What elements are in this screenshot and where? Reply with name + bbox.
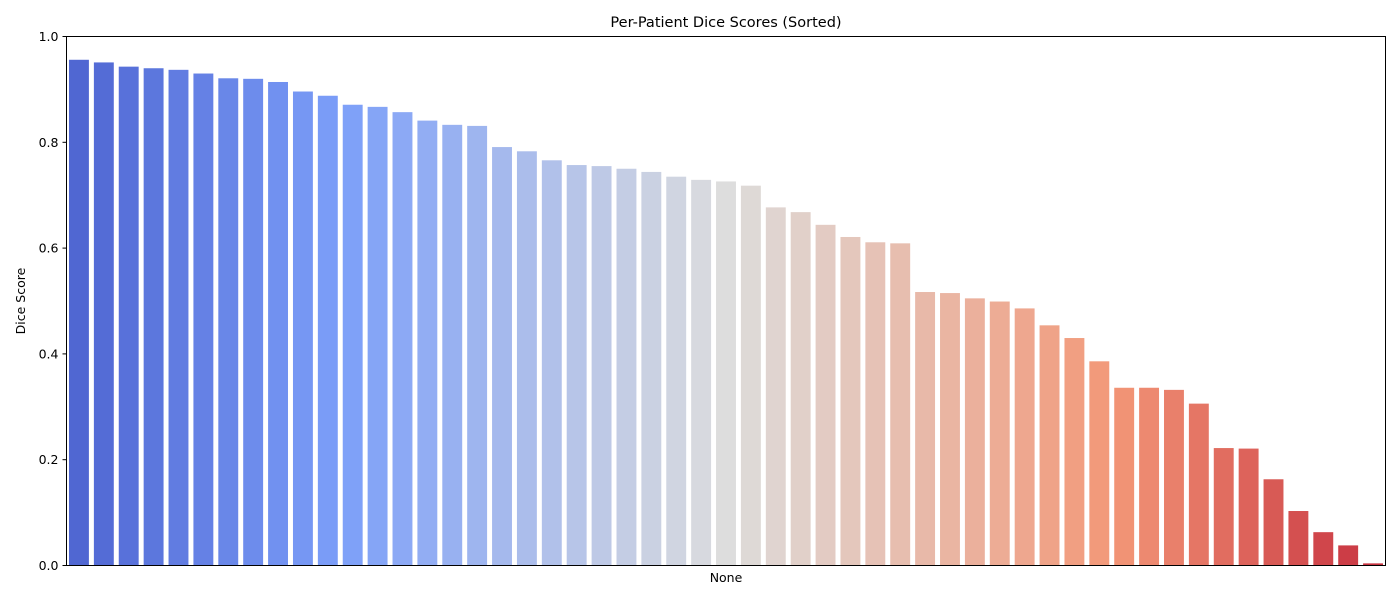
y-axis-label: Dice Score — [13, 267, 28, 334]
y-tick-label: 0.0 — [39, 558, 59, 573]
bar — [516, 151, 537, 566]
bar — [989, 301, 1010, 566]
bar — [616, 168, 637, 566]
y-tick-label: 0.8 — [39, 135, 59, 150]
bar — [1213, 448, 1234, 566]
bar — [1014, 308, 1035, 566]
bar — [218, 78, 239, 566]
bar — [541, 160, 562, 566]
chart-title: Per-Patient Dice Scores (Sorted) — [610, 15, 841, 31]
bar — [940, 293, 960, 566]
y-tick-label: 1.0 — [39, 29, 59, 44]
bar — [93, 62, 114, 566]
bar — [317, 95, 338, 566]
bar — [716, 181, 736, 566]
bar — [143, 68, 164, 566]
bar — [1313, 532, 1334, 566]
bar — [790, 212, 811, 566]
bar — [1139, 387, 1160, 566]
bar — [815, 224, 836, 566]
bar — [566, 165, 587, 566]
bar — [68, 59, 89, 566]
bar — [193, 73, 214, 566]
bar — [292, 91, 313, 566]
bar — [392, 112, 413, 566]
y-axis-ticks: 0.0 0.2 0.4 0.6 0.8 1.0 — [39, 29, 67, 573]
bar — [342, 104, 363, 566]
bar — [691, 179, 712, 566]
bar — [666, 176, 687, 566]
bar — [890, 243, 911, 566]
bar — [492, 147, 512, 566]
bar — [1338, 545, 1359, 566]
bar — [1039, 325, 1060, 566]
y-tick-label: 0.4 — [39, 346, 59, 361]
bar — [467, 125, 488, 566]
bar — [740, 185, 761, 566]
bar — [964, 298, 985, 566]
bar — [1263, 479, 1284, 566]
bar — [168, 69, 189, 566]
bar — [118, 66, 139, 566]
bar — [1238, 448, 1259, 566]
bar — [1064, 338, 1085, 566]
bar — [641, 171, 662, 566]
bar — [1164, 389, 1184, 566]
bar — [1288, 511, 1309, 566]
bar — [417, 120, 438, 566]
bar — [243, 78, 264, 566]
bar — [765, 207, 786, 566]
bar — [1089, 361, 1110, 566]
bar — [442, 124, 463, 566]
y-tick-label: 0.2 — [39, 452, 59, 467]
y-tick-label: 0.6 — [39, 241, 59, 256]
x-axis-label: None — [710, 570, 743, 585]
bar — [1188, 403, 1209, 566]
plot-frame — [66, 36, 1386, 566]
bar — [268, 81, 288, 566]
bars-layer — [68, 59, 1384, 566]
bar — [1363, 563, 1384, 566]
bar — [840, 236, 861, 566]
bar — [1114, 387, 1135, 566]
bar — [367, 106, 388, 566]
bar — [915, 292, 936, 566]
bar — [591, 166, 612, 566]
bar — [865, 242, 886, 566]
